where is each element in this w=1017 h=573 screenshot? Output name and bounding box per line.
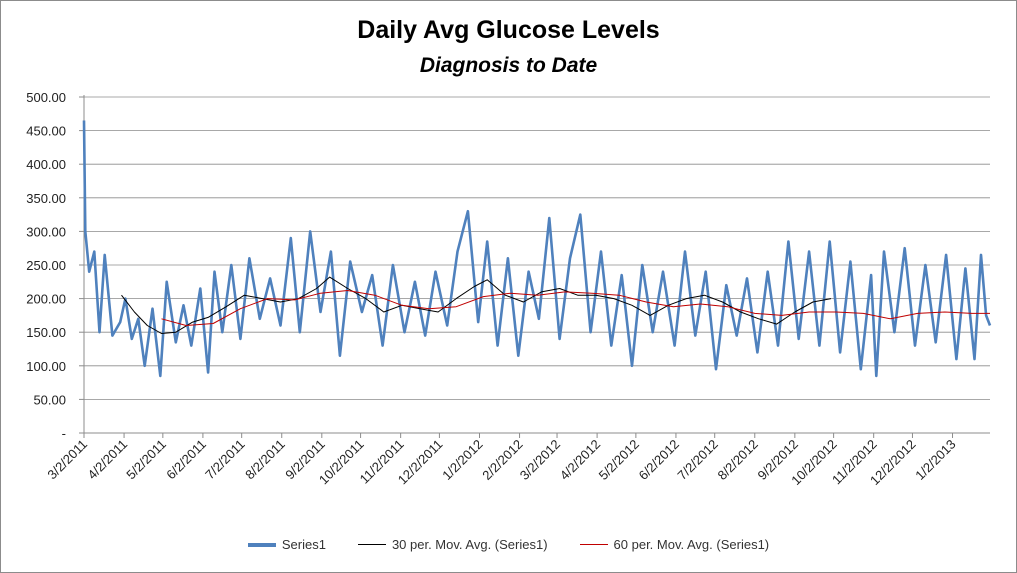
- legend-label-ma60: 60 per. Mov. Avg. (Series1): [613, 537, 770, 552]
- y-tick-label: -: [62, 426, 66, 441]
- x-tick-label: 6/2/2011: [163, 437, 209, 483]
- y-tick-label: 350.00: [26, 191, 66, 206]
- y-tick-label: 500.00: [26, 90, 66, 105]
- legend-item-ma60: 60 per. Mov. Avg. (Series1): [579, 537, 770, 552]
- x-tick-label: 4/2/2011: [84, 437, 130, 483]
- x-tick-label: 8/2/2012: [715, 437, 761, 483]
- legend: Series1 30 per. Mov. Avg. (Series1) 60 p…: [0, 537, 1017, 552]
- ma60-line: [161, 290, 990, 326]
- series1-line: [82, 120, 992, 378]
- y-tick-label: 200.00: [26, 292, 66, 307]
- y-tick-label: 100.00: [26, 359, 66, 374]
- legend-label-ma30: 30 per. Mov. Avg. (Series1): [391, 537, 548, 552]
- legend-item-ma30: 30 per. Mov. Avg. (Series1): [357, 537, 548, 552]
- x-tick-label: 2/2/2012: [479, 437, 525, 483]
- chart-subtitle: Diagnosis to Date: [419, 54, 598, 77]
- y-tick-label: 50.00: [33, 392, 66, 407]
- y-tick-label: 400.00: [26, 157, 66, 172]
- x-tick-label: 7/2/2012: [674, 437, 720, 483]
- x-tick-label: 5/2/2011: [123, 437, 169, 483]
- x-tick-label: 8/2/2011: [242, 437, 288, 483]
- x-tick-label: 1/2/2013: [912, 437, 958, 483]
- y-tick-label: 450.00: [26, 124, 66, 139]
- x-tick-label: 6/2/2012: [636, 437, 682, 483]
- y-tick-label: 150.00: [26, 325, 66, 340]
- x-tick-label: 5/2/2012: [596, 437, 642, 483]
- chart-title: Daily Avg Glucose Levels: [357, 16, 660, 44]
- x-tick-label: 1/2/2012: [439, 437, 485, 483]
- legend-swatch-ma30: [357, 544, 386, 545]
- x-tick-label: 3/2/2012: [517, 437, 563, 483]
- y-tick-label: 250.00: [26, 258, 66, 273]
- legend-label-series1: Series1: [281, 537, 326, 552]
- x-tick-label: 7/2/2011: [202, 437, 248, 483]
- x-tick-label: 4/2/2012: [557, 437, 603, 483]
- ma30-line: [121, 276, 832, 334]
- legend-swatch-series1: [247, 542, 276, 547]
- legend-swatch-ma60: [579, 544, 608, 545]
- x-tick-label: 3/2/2011: [44, 437, 90, 483]
- legend-item-series1: Series1: [247, 537, 326, 552]
- y-tick-label: 300.00: [26, 224, 66, 239]
